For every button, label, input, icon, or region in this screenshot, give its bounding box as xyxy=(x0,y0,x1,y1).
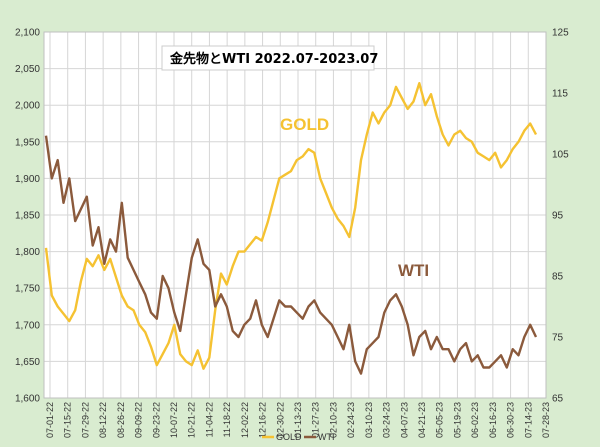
y-left-tick-label: 1,600 xyxy=(15,394,40,405)
x-tick-label: 10-07-22 xyxy=(169,402,179,438)
series-line-wti xyxy=(44,135,538,375)
x-axis: 07-01-22 07-15-22 07-29-22 08-12-22 08-26-22… xyxy=(45,402,551,438)
y-left-tick-label: 1,700 xyxy=(15,320,40,331)
x-tick-label: 05-19-23 xyxy=(452,402,462,438)
y-right-tick-label: 95 xyxy=(552,211,564,222)
y-left-tick-label: 1,900 xyxy=(15,174,40,185)
x-tick-label: 08-26-22 xyxy=(116,402,126,438)
x-tick-label: 12-16-22 xyxy=(258,402,268,438)
annotation-gold: GOLD xyxy=(280,115,329,134)
x-tick-label: 03-10-23 xyxy=(364,402,374,438)
x-tick-label: 12-02-22 xyxy=(240,402,250,438)
y-right-tick-label: 75 xyxy=(552,333,564,344)
x-tick-label: 09-23-22 xyxy=(151,402,161,438)
x-tick-label: 03-24-23 xyxy=(382,402,392,438)
x-tick-label: 08-12-22 xyxy=(98,402,108,438)
x-tick-label: 07-14-23 xyxy=(523,402,533,438)
legend-label-wti: WTI xyxy=(318,432,335,442)
legend-label-gold: GOLD xyxy=(276,432,302,442)
x-tick-label: 07-29-22 xyxy=(80,402,90,438)
y-right-tick-label: 105 xyxy=(552,150,569,161)
y-left-tick-label: 2,050 xyxy=(15,64,40,75)
x-tick-label: 07-15-22 xyxy=(63,402,73,438)
x-tick-label: 04-07-23 xyxy=(399,402,409,438)
y-right-tick-label: 85 xyxy=(552,272,564,283)
y-left-tick-label: 1,750 xyxy=(15,284,40,295)
x-tick-label: 06-30-23 xyxy=(506,402,516,438)
x-tick-label: 01-13-23 xyxy=(293,402,303,438)
y-left-tick-label: 1,850 xyxy=(15,211,40,222)
y-left-tick-label: 2,100 xyxy=(15,28,40,39)
y-right-tick-label: 125 xyxy=(552,28,569,39)
x-tick-label: 04-21-23 xyxy=(417,402,427,438)
y-axis-right: 65 75 85 95 105 115 125 xyxy=(552,28,569,405)
x-tick-label: 11-04-22 xyxy=(204,402,214,437)
legend: GOLD WTI xyxy=(262,432,335,442)
y-axis-left: 1,600 1,650 1,700 1,750 1,800 1,850 1,900 1,950… xyxy=(15,28,40,405)
x-tick-label: 09-09-22 xyxy=(134,402,144,438)
title-box xyxy=(161,45,375,71)
y-left-tick-label: 1,950 xyxy=(15,137,40,148)
x-tick-label: 07-01-22 xyxy=(45,402,55,438)
x-tick-label: 12-30-22 xyxy=(275,402,285,438)
series-line-gold xyxy=(44,81,538,370)
y-left-tick-label: 2,000 xyxy=(15,101,40,112)
series-lines xyxy=(44,81,538,375)
x-tick-label: 02-10-23 xyxy=(328,402,338,438)
x-tick-label: 07-28-23 xyxy=(541,402,551,438)
chart-title: 金先物とWTI 2022.07-2023.07 xyxy=(169,51,378,67)
annotation-wti: WTI xyxy=(398,261,429,280)
y-left-tick-label: 1,650 xyxy=(15,357,40,368)
plot-border xyxy=(43,31,547,399)
x-tick-label: 11-18-22 xyxy=(222,402,232,437)
x-tick-label: 05-05-23 xyxy=(435,402,445,438)
x-tick-label: 01-27-23 xyxy=(311,402,321,438)
x-tick-label: 06-16-23 xyxy=(488,402,498,438)
x-tick-label: 10-21-22 xyxy=(187,402,197,438)
y-left-tick-label: 1,800 xyxy=(15,247,40,258)
x-tick-label: 02-24-23 xyxy=(346,402,356,438)
x-tick-label: 06-02-23 xyxy=(470,402,480,438)
y-right-tick-label: 115 xyxy=(552,89,568,100)
y-right-tick-label: 65 xyxy=(552,394,564,405)
